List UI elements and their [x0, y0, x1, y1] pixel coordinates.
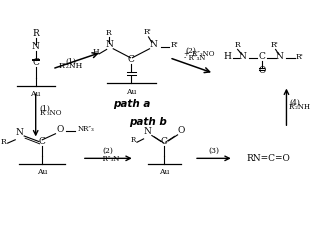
Text: C: C — [32, 58, 39, 67]
Text: Au: Au — [30, 90, 41, 98]
Text: (2): (2) — [103, 146, 114, 155]
Text: C: C — [128, 55, 135, 64]
Text: O: O — [178, 126, 185, 135]
Text: O: O — [56, 125, 63, 134]
Text: R': R' — [270, 41, 278, 49]
Text: + R″₃NO: + R″₃NO — [184, 50, 214, 58]
Text: R': R' — [296, 53, 304, 61]
Text: C: C — [39, 137, 46, 146]
Text: R: R — [32, 29, 39, 38]
Text: H: H — [92, 48, 99, 56]
Text: R': R' — [170, 41, 178, 49]
Text: path b: path b — [129, 117, 167, 127]
Text: - R″₃N: - R″₃N — [184, 54, 205, 62]
Text: (1): (1) — [40, 104, 51, 112]
Text: (1): (1) — [65, 58, 76, 65]
Text: N: N — [16, 128, 24, 137]
Text: (4): (4) — [289, 99, 300, 107]
Text: Au: Au — [126, 88, 137, 96]
Text: Au: Au — [37, 168, 48, 176]
Text: O: O — [258, 66, 265, 75]
Text: NR″₃: NR″₃ — [78, 125, 95, 133]
Text: (3): (3) — [208, 146, 219, 155]
Text: R″₃NO: R″₃NO — [40, 109, 62, 117]
Text: R'₂NH: R'₂NH — [58, 62, 82, 70]
Text: C: C — [258, 52, 265, 61]
Text: R: R — [0, 138, 6, 146]
Text: N: N — [105, 40, 113, 49]
Text: C: C — [161, 137, 168, 146]
Text: Au: Au — [159, 168, 170, 176]
Text: H: H — [223, 52, 231, 61]
Text: - R″₃N: - R″₃N — [97, 155, 119, 163]
Text: N: N — [239, 52, 247, 61]
Text: (2): (2) — [185, 46, 196, 54]
Text: RN=C=O: RN=C=O — [247, 154, 291, 163]
Text: path a: path a — [113, 99, 150, 109]
Text: N: N — [276, 52, 284, 61]
Text: N: N — [144, 127, 152, 136]
Text: R': R' — [143, 29, 151, 36]
Text: N: N — [150, 40, 158, 49]
Text: R: R — [131, 137, 136, 144]
Text: R: R — [106, 29, 112, 37]
Text: N: N — [32, 42, 40, 51]
Text: R'₂NH: R'₂NH — [289, 103, 311, 111]
Text: R: R — [234, 41, 240, 49]
